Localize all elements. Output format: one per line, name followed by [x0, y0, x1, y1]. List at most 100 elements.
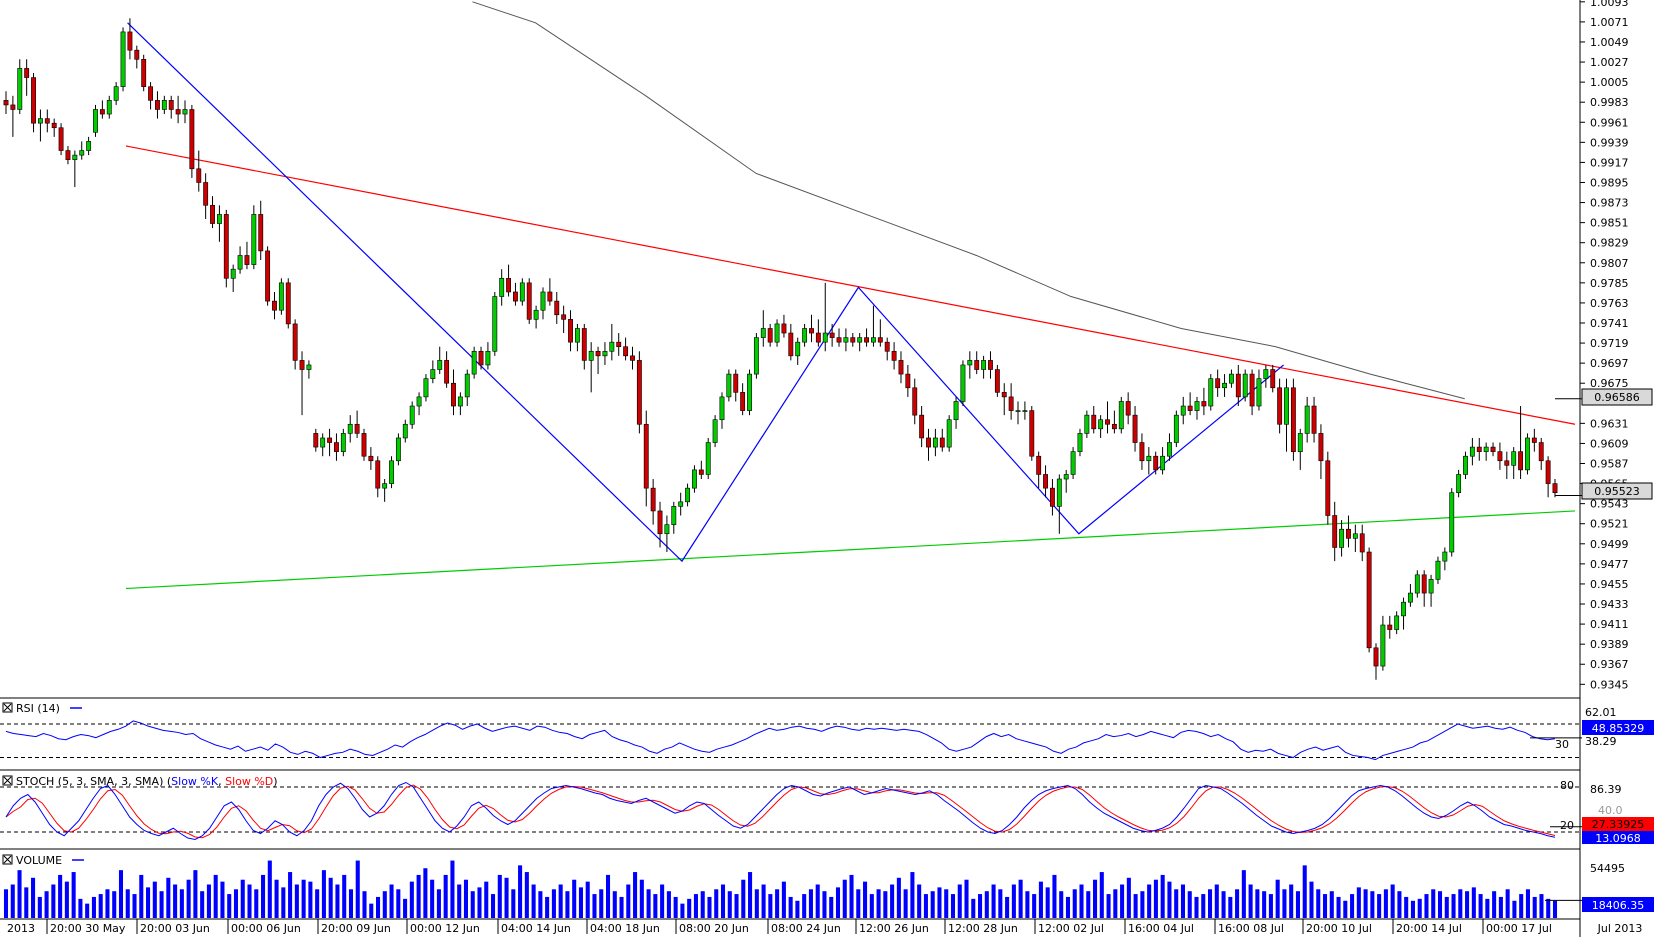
candle-body	[1249, 373, 1255, 407]
candle-body	[692, 469, 697, 489]
time-tick-label: Jul 2013	[1597, 922, 1643, 935]
volume-bar	[545, 896, 550, 918]
candle-body	[1531, 437, 1537, 443]
stoch-k-current-label: 13.0968	[1595, 832, 1641, 845]
candle-body	[258, 214, 264, 252]
stoch-d-current-box	[1582, 817, 1654, 831]
volume-bar	[1187, 891, 1192, 918]
volume-bar	[1086, 891, 1091, 918]
candle-body	[994, 369, 1000, 393]
volume-bar	[808, 889, 813, 918]
volume-panel[interactable]	[3, 860, 1582, 918]
candle-body	[1318, 433, 1324, 462]
candle-body	[175, 109, 181, 115]
volume-bar	[1235, 889, 1240, 918]
volume-bar	[815, 884, 820, 918]
candle-body	[237, 255, 243, 270]
candle-body	[24, 68, 30, 78]
candle-body	[623, 346, 629, 357]
candle-body	[492, 296, 498, 352]
stoch-close-icon-cross	[3, 776, 12, 785]
volume-bar	[863, 881, 868, 918]
candle-body	[519, 282, 525, 302]
trendline-0	[125, 145, 1576, 425]
candle-body	[753, 337, 759, 375]
volume-bar	[1126, 877, 1131, 918]
candle-body	[1228, 373, 1234, 384]
price-tick-label: 0.9433	[1590, 598, 1629, 611]
candle-body	[1125, 401, 1131, 416]
volume-title: VOLUME	[2, 854, 84, 867]
volume-bar	[112, 891, 117, 918]
candle-body	[382, 483, 388, 489]
volume-bar	[403, 898, 408, 918]
volume-bar	[890, 884, 895, 918]
time-tick-label: 00:00 12 Jun	[410, 922, 480, 935]
candle-body	[375, 460, 381, 489]
candle-body	[1504, 460, 1510, 466]
volume-bar	[1106, 894, 1111, 918]
candle-body	[664, 524, 670, 535]
candle-body	[189, 109, 195, 170]
candle-body	[829, 332, 835, 338]
candle-body	[1194, 401, 1200, 411]
candle-body	[1070, 451, 1076, 475]
candle-body	[285, 282, 291, 325]
candle-body	[1235, 373, 1241, 398]
candle-body	[1483, 446, 1489, 452]
candle-body	[1311, 405, 1317, 434]
candle-body	[1036, 455, 1042, 475]
candle-body	[1201, 401, 1207, 407]
stoch-close-icon[interactable]	[2, 775, 13, 786]
volume-bar	[1201, 894, 1206, 918]
candle-body	[430, 369, 436, 379]
volume-bar	[369, 903, 374, 918]
volume-bar	[1045, 887, 1050, 918]
rsi-close-icon[interactable]	[2, 702, 13, 713]
candle-body	[10, 104, 16, 110]
candle-body	[953, 401, 959, 421]
candle-body	[437, 360, 443, 370]
stochastic-panel[interactable]	[0, 781, 1582, 841]
rsi-panel[interactable]	[0, 720, 1582, 761]
price-panel[interactable]	[0, 0, 1582, 698]
candle-body	[93, 109, 98, 133]
volume-bar	[430, 879, 435, 918]
candle-body	[568, 319, 573, 343]
volume-tick-54495: 54495	[1590, 862, 1625, 875]
volume-bar	[578, 887, 583, 918]
candle-body	[526, 282, 532, 320]
volume-bar	[1383, 889, 1388, 918]
candle-body	[478, 350, 484, 366]
volume-bar	[1492, 891, 1497, 918]
candle-body	[106, 100, 112, 115]
candle-body	[946, 419, 952, 448]
candle-body	[877, 337, 883, 343]
stoch-k-current-box	[1582, 831, 1654, 844]
candle-body	[1387, 624, 1393, 630]
candle-body	[698, 469, 704, 475]
candle-body	[1063, 474, 1069, 480]
volume-bar	[1370, 891, 1375, 918]
time-tick-label: 00:00 17 Jul	[1486, 922, 1552, 935]
rsi-tick-62: 62.01	[1585, 706, 1617, 719]
time-axis: 2013 20:00 30 May 20:00 03 Jun 00:00 06 Jun…	[7, 919, 1642, 935]
volume-close-icon[interactable]	[2, 854, 13, 865]
volume-bar	[409, 881, 414, 918]
candle-body	[423, 378, 429, 398]
volume-bar	[917, 884, 922, 918]
volume-bar	[1350, 894, 1355, 918]
candle-body	[148, 86, 154, 101]
candle-body	[134, 49, 140, 60]
volume-bar	[1458, 889, 1463, 918]
candle-body	[809, 328, 814, 334]
candle-body	[1015, 410, 1021, 412]
volume-bar	[585, 881, 590, 918]
volume-bar	[822, 891, 827, 918]
candle-body	[1208, 378, 1214, 407]
candle-body	[685, 487, 690, 503]
volume-bar	[1133, 894, 1138, 918]
volume-bar	[139, 874, 144, 918]
volume-bar	[1120, 884, 1125, 918]
